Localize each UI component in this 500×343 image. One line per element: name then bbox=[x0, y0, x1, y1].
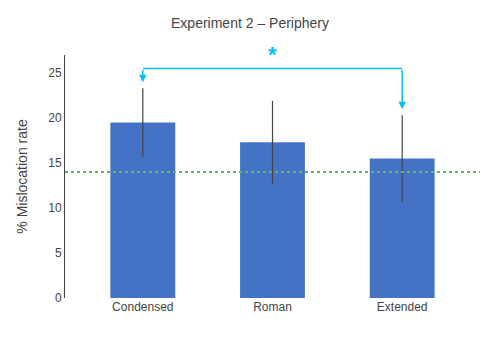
svg-text:Extended: Extended bbox=[377, 300, 428, 314]
svg-text:Roman: Roman bbox=[253, 300, 292, 314]
svg-text:20: 20 bbox=[48, 111, 62, 125]
svg-text:15: 15 bbox=[48, 156, 62, 170]
svg-text:25: 25 bbox=[48, 66, 62, 80]
svg-text:5: 5 bbox=[55, 246, 62, 260]
svg-text:*: * bbox=[268, 42, 277, 67]
svg-text:Experiment 2 – Periphery: Experiment 2 – Periphery bbox=[171, 15, 329, 31]
svg-text:0: 0 bbox=[55, 291, 62, 305]
svg-text:10: 10 bbox=[48, 201, 62, 215]
svg-text:% Mislocation rate: % Mislocation rate bbox=[14, 119, 30, 234]
svg-text:Condensed: Condensed bbox=[112, 300, 173, 314]
